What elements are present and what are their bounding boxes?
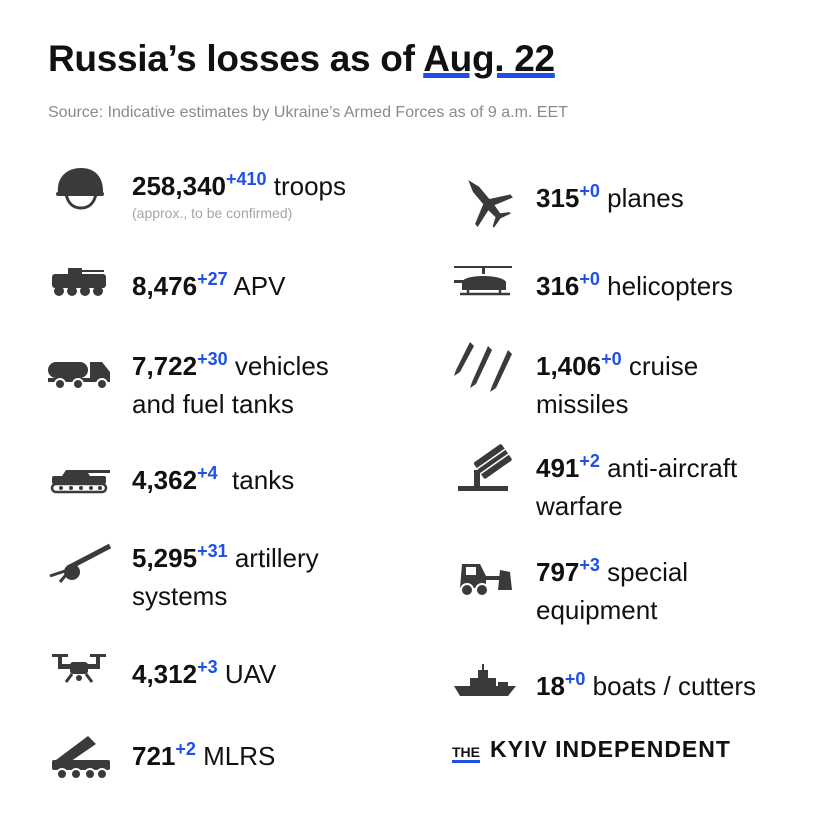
vehicles-delta: +30	[197, 349, 228, 369]
title-prefix: Russia’s losses as of	[48, 38, 424, 79]
stat-vehicles: 7,722+30 vehicles and fuel tanks	[48, 340, 329, 423]
missiles-label: cruise	[621, 351, 699, 381]
stat-planes: 315+0 planes	[452, 172, 684, 228]
special-value: 797	[536, 557, 580, 587]
planes-value: 315	[536, 183, 580, 213]
brand-logo: THE KYIV INDEPENDENT	[452, 736, 731, 763]
aa-value: 491	[536, 453, 580, 483]
stat-mlrs: 721+2 MLRS	[48, 730, 275, 786]
artillery-label-2: systems	[132, 581, 228, 611]
mlrs-icon	[48, 730, 114, 786]
bulldozer-icon	[452, 546, 518, 602]
source-note: Source: Indicative estimates by Ukraine’…	[48, 104, 568, 121]
fuel-truck-icon	[48, 340, 114, 396]
mlrs-label: MLRS	[195, 741, 276, 771]
helicopter-icon	[452, 260, 518, 316]
brand-the: THE	[452, 744, 480, 760]
missiles-icon	[452, 340, 518, 396]
mlrs-value: 721	[132, 741, 176, 771]
artillery-label: artillery	[227, 543, 319, 573]
tanks-delta: +4	[197, 463, 218, 483]
ship-icon	[452, 660, 518, 716]
missiles-label-2: missiles	[536, 389, 629, 419]
vehicles-label-2: and fuel tanks	[132, 389, 294, 419]
uav-label: UAV	[217, 659, 277, 689]
mlrs-delta: +2	[175, 739, 196, 759]
stat-special: 797+3 special equipment	[452, 546, 688, 629]
boats-delta: +0	[564, 669, 586, 689]
uav-delta: +3	[197, 657, 218, 677]
missiles-delta: +0	[601, 349, 622, 369]
stat-boats: 18+0 boats / cutters	[452, 660, 756, 716]
aa-delta: +2	[579, 451, 600, 471]
tanks-label: tanks	[217, 465, 295, 495]
stat-helicopters: 316+0 helicopters	[452, 260, 733, 316]
boats-label: boats / cutters	[585, 671, 756, 701]
stat-anti-aircraft: 491+2 anti-aircraft warfare	[452, 442, 737, 525]
troops-value: 258,340	[132, 171, 226, 201]
uav-value: 4,312	[132, 659, 198, 689]
page-title: Russia’s losses as of Aug. 22	[48, 38, 555, 80]
drone-icon	[48, 648, 114, 704]
helicopters-value: 316	[536, 271, 580, 301]
stat-apv: 8,476+27 APV	[48, 260, 285, 316]
vehicles-label: vehicles	[227, 351, 329, 381]
brand-name: KYIV INDEPENDENT	[490, 736, 731, 762]
anti-aircraft-icon	[452, 442, 518, 498]
artillery-value: 5,295	[132, 543, 198, 573]
special-delta: +3	[579, 555, 600, 575]
missiles-value: 1,406	[536, 351, 602, 381]
planes-label: planes	[599, 183, 684, 213]
troops-note: (approx., to be confirmed)	[132, 205, 293, 221]
apv-delta: +27	[197, 269, 228, 289]
helicopters-delta: +0	[579, 269, 600, 289]
stat-troops: 258,340+410 troops (approx., to be confir…	[48, 160, 346, 221]
stat-missiles: 1,406+0 cruise missiles	[452, 340, 698, 423]
helmet-icon	[48, 160, 114, 216]
jet-icon	[452, 172, 518, 228]
tank-icon	[48, 454, 114, 510]
special-label-2: equipment	[536, 595, 658, 625]
vehicles-value: 7,722	[132, 351, 198, 381]
aa-label-2: warfare	[536, 491, 623, 521]
tanks-value: 4,362	[132, 465, 198, 495]
artillery-delta: +31	[197, 541, 228, 561]
boats-value: 18	[536, 671, 565, 701]
stat-tanks: 4,362+4 tanks	[48, 454, 294, 510]
apv-label: APV	[227, 271, 286, 301]
stat-uav: 4,312+3 UAV	[48, 648, 276, 704]
apv-value: 8,476	[132, 271, 198, 301]
aa-label: anti-aircraft	[599, 453, 738, 483]
artillery-icon	[48, 532, 114, 588]
planes-delta: +0	[579, 181, 600, 201]
title-date: Aug. 22	[423, 38, 555, 79]
apv-icon	[48, 260, 114, 316]
troops-delta: +410	[225, 169, 267, 189]
helicopters-label: helicopters	[599, 271, 733, 301]
stat-artillery: 5,295+31 artillery systems	[48, 532, 319, 615]
special-label: special	[599, 557, 689, 587]
troops-label: troops	[266, 171, 347, 201]
